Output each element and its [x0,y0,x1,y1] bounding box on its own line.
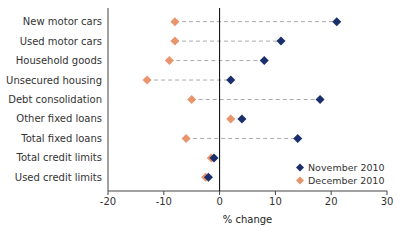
x-tick [219,191,220,195]
point [226,114,235,123]
plot-marks [143,17,342,182]
x-tick-label: 20 [325,196,338,207]
point [276,37,285,46]
x-tick [163,191,164,195]
x-tick-label: -10 [156,196,172,207]
y-tick-label: Used credit limits [15,172,102,183]
y-tick-label: Other fixed loans [16,113,102,124]
point [293,134,302,143]
connector [169,60,264,61]
point [170,37,179,46]
connector [175,21,337,22]
x-tick-label: 10 [269,196,282,207]
connector [147,80,231,81]
x-tick-label: 0 [216,196,222,207]
y-tick-label: New motor cars [23,16,102,27]
connector [192,99,320,100]
x-axis-line [108,191,387,192]
chart: -20 -10 0 10 20 30 % change New motor cars Used … [0,0,397,227]
y-tick-label: Household goods [16,55,102,66]
point [226,76,235,85]
y-tick-label: Debt consolidation [8,94,102,105]
y-tick-label: Total credit limits [15,152,102,163]
point [237,114,246,123]
x-tick [108,191,109,195]
x-tick-label: -20 [100,196,116,207]
y-tick-label: Total fixed loans [20,133,102,144]
x-axis-label: % change [223,214,272,225]
x-tick [331,191,332,195]
point [204,173,213,182]
x-tick [275,191,276,195]
point [187,95,196,104]
point [316,95,325,104]
point [170,17,179,26]
connector [175,41,281,42]
x-tick [387,191,388,195]
point [143,76,152,85]
point [165,56,174,65]
point [182,134,191,143]
point [260,56,269,65]
legend-marker [296,164,304,172]
x-tick-label: 30 [381,196,394,207]
y-tick-label: Used motor cars [20,36,102,47]
y-tick-label: Unsecured housing [6,75,102,86]
legend: November 2010 December 2010 [296,162,385,186]
legend-marker [296,177,304,185]
zero-line [219,8,220,191]
point [210,153,219,162]
point [332,17,341,26]
y-axis-line [108,8,109,191]
connector [186,138,298,139]
legend-label: November 2010 [308,162,385,173]
legend-label: December 2010 [308,175,384,186]
